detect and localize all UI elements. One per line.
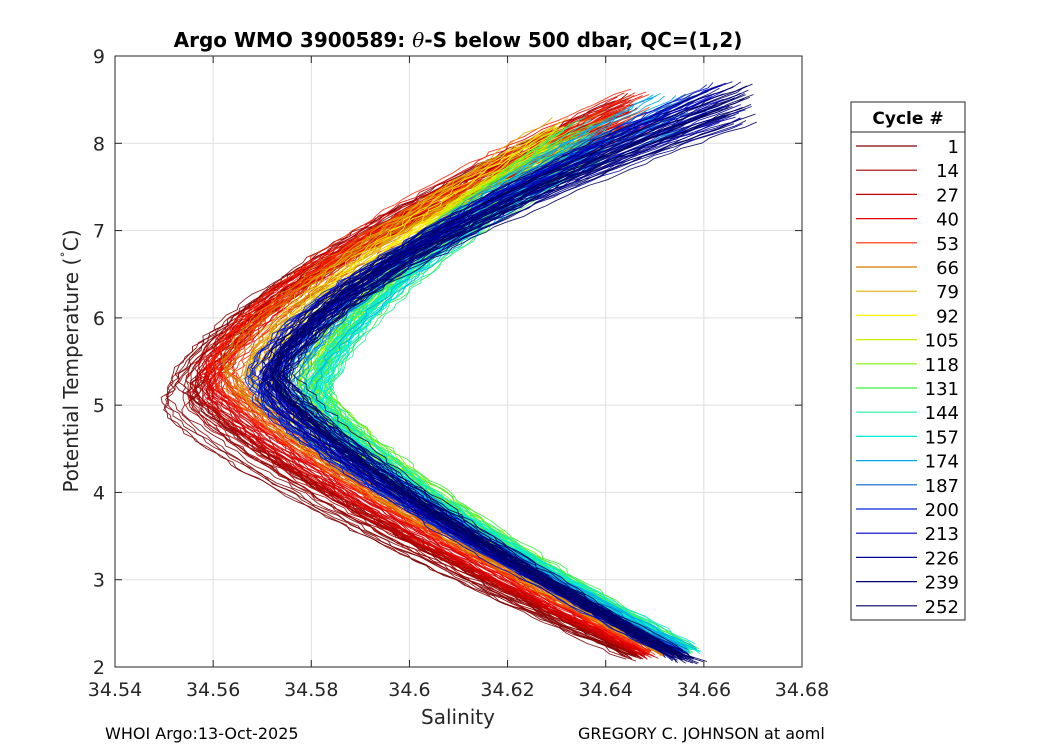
profile-line [259,117,741,658]
legend-item: 92 [856,306,959,327]
y-tick-label: 6 [93,308,105,330]
legend-label: 187 [925,476,959,497]
y-tick-label: 2 [93,657,105,679]
profile-line [274,105,733,662]
profile-line [212,107,648,654]
legend-label: 66 [936,258,959,279]
profile-line [275,121,757,663]
legend-item: 157 [856,427,959,448]
profile-line [275,113,756,665]
legend: Cycle # 1 14 27 40 53 66 79 92 105 118 131 144 157 17… [850,101,966,621]
legend-item: 239 [856,573,959,594]
legend-item: 66 [856,258,959,279]
legend-label: 105 [925,331,959,352]
legend-label: 1 [948,137,959,158]
y-tick-label: 3 [93,570,105,592]
legend-item: 14 [856,161,959,182]
series-252 [265,81,757,665]
legend-item: 200 [856,500,959,521]
legend-item: 174 [856,452,959,473]
x-tick-label: 34.66 [677,679,731,701]
profile-line [265,97,736,664]
profile-line [265,87,720,660]
legend-item: 105 [856,331,959,352]
axis-ticks: 34.54 34.56 34.58 34.6 34.62 34.64 34.66 34.68 2… [88,46,829,701]
x-tick-label: 34.62 [480,679,534,701]
x-tick-label: 34.6 [388,679,430,701]
y-tick-label: 8 [93,133,105,155]
profile-line [280,103,752,660]
legend-label: 239 [925,573,959,594]
y-axis-label: Potential Temperature (˚C) [59,229,83,492]
x-tick-label: 34.54 [88,679,142,701]
legend-item: 252 [856,597,959,618]
legend-label: 14 [936,161,959,182]
legend-label: 79 [936,282,959,303]
y-tick-label: 5 [93,395,105,417]
legend-item: 213 [856,524,959,545]
profile-line [189,130,635,650]
profile-line [269,94,754,661]
profile-line [272,123,734,664]
legend-item: 118 [856,355,959,376]
x-tick-label: 34.64 [579,679,633,701]
profile-line [288,114,736,660]
legend-label: 40 [936,210,959,231]
legend-item: 53 [856,234,959,255]
legend-label: 144 [925,403,959,424]
legend-label: 131 [925,379,959,400]
footer-source: WHOI Argo:13-Oct-2025 [105,724,299,743]
profile-line [313,119,701,655]
legend-label: 118 [925,355,959,376]
y-tick-label: 7 [93,221,105,243]
legend-item: 226 [856,548,959,569]
x-tick-label: 34.68 [775,679,829,701]
footer-author: GREGORY C. JOHNSON at aoml [578,724,825,743]
profile-line [328,161,699,649]
legend-label: 174 [925,452,959,473]
legend-item: 144 [856,403,959,424]
legend-label: 200 [925,500,959,521]
legend-label: 53 [936,234,959,255]
x-axis-label: Salinity [421,705,495,729]
profile-line [287,85,748,658]
y-tick-label: 9 [93,46,105,68]
legend-item: 1 [856,137,959,158]
x-tick-label: 34.58 [284,679,338,701]
legend-label: 92 [936,306,959,327]
legend-item: 131 [856,379,959,400]
legend-label: 27 [936,185,959,206]
y-tick-label: 4 [93,482,105,504]
legend-label: 213 [925,524,959,545]
legend-item: 79 [856,282,959,303]
legend-label: 226 [925,548,959,569]
legend-title: Cycle # [872,109,943,129]
x-tick-label: 34.56 [186,679,240,701]
profile-line [185,96,633,653]
legend-label: 157 [925,427,959,448]
profile-lines [160,81,757,665]
legend-items: 1 14 27 40 53 66 79 92 105 118 131 144 157 174 187 200 2… [856,137,959,618]
legend-item: 27 [856,185,959,206]
legend-item: 187 [856,476,959,497]
legend-item: 40 [856,210,959,231]
legend-label: 252 [925,597,959,618]
chart-title: Argo WMO 3900589: θ-S below 500 dbar, QC… [174,28,743,52]
profile-line [162,100,637,662]
plot-frame [114,55,803,668]
